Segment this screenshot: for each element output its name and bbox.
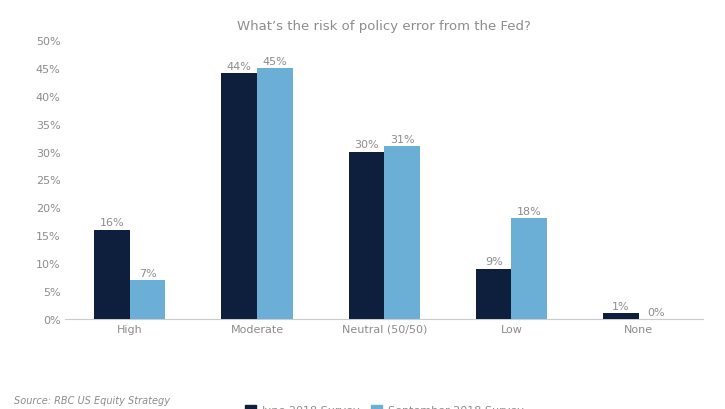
Text: 45%: 45%: [262, 56, 287, 67]
Bar: [603, 313, 639, 319]
Text: Source: RBC US Equity Strategy: Source: RBC US Equity Strategy: [14, 395, 170, 405]
Text: 16%: 16%: [100, 218, 125, 228]
Text: 31%: 31%: [390, 135, 415, 144]
Text: 9%: 9%: [485, 257, 502, 267]
Text: 1%: 1%: [612, 301, 629, 311]
Text: 7%: 7%: [138, 268, 157, 278]
Bar: [511, 219, 547, 319]
Bar: [349, 152, 384, 319]
Bar: [94, 230, 130, 319]
Bar: [257, 69, 293, 319]
Bar: [476, 269, 511, 319]
Bar: [130, 280, 165, 319]
Text: 0%: 0%: [647, 307, 666, 317]
Text: 30%: 30%: [354, 140, 378, 150]
Legend: June 2018 Survey, September 2018 Survey: June 2018 Survey, September 2018 Survey: [240, 400, 529, 409]
Title: What’s the risk of policy error from the Fed?: What’s the risk of policy error from the…: [237, 20, 531, 33]
Bar: [384, 146, 420, 319]
Bar: [221, 74, 257, 319]
Text: 44%: 44%: [227, 62, 252, 72]
Text: 18%: 18%: [517, 207, 542, 217]
